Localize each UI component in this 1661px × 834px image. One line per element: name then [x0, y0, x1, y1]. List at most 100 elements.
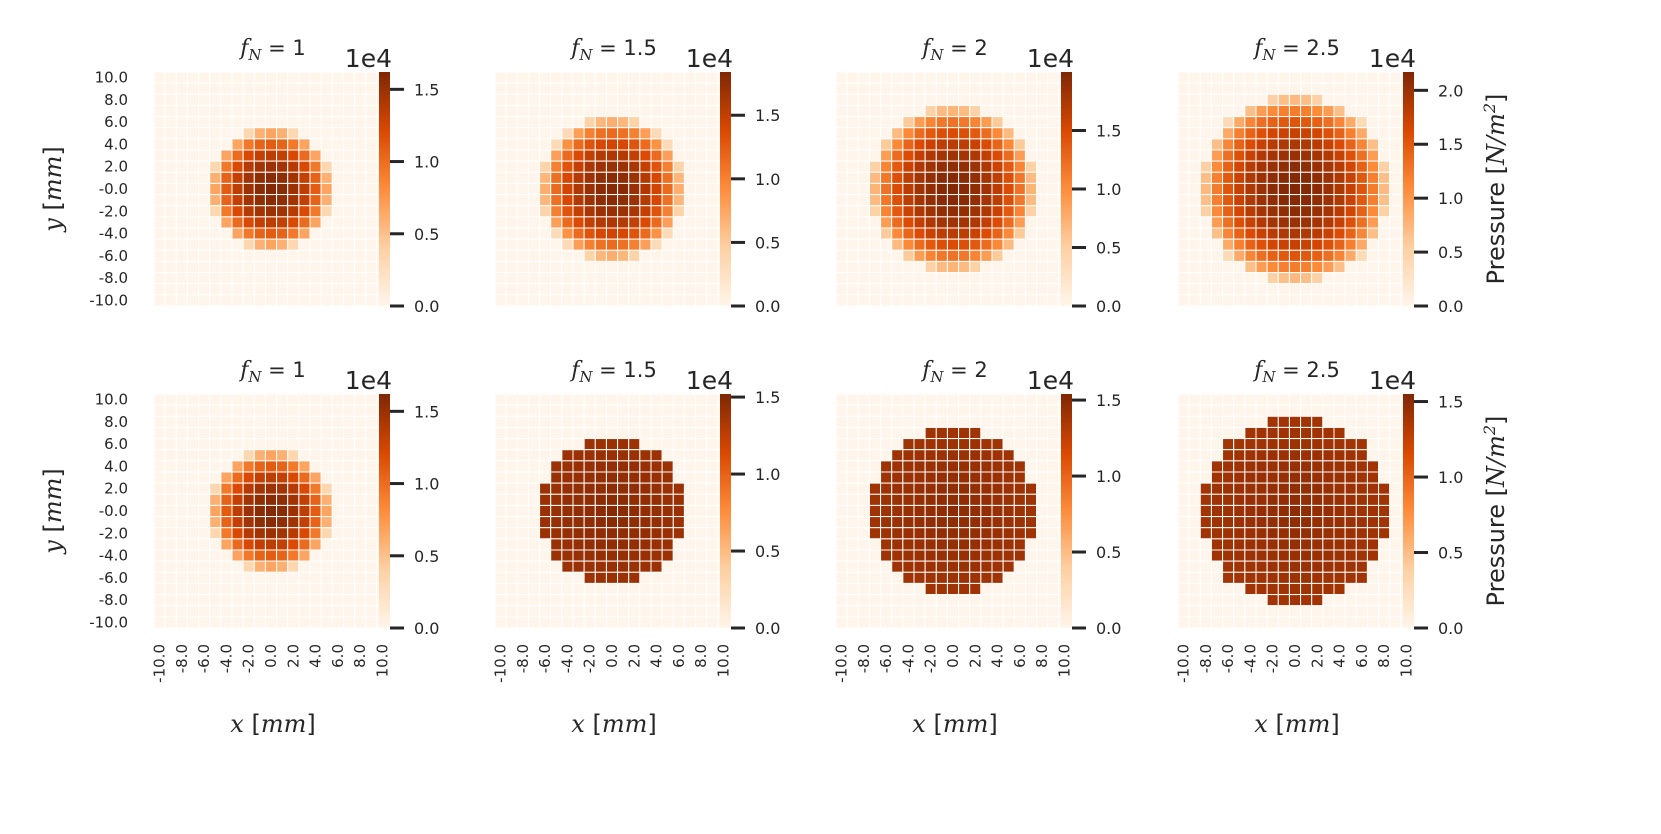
heatmap-cell [198, 182, 211, 196]
heatmap-cell [639, 493, 652, 506]
heatmap-cell [320, 594, 333, 607]
heatmap-cell [1344, 182, 1357, 196]
heatmap-cell [672, 182, 685, 196]
heatmap-cell [365, 549, 378, 562]
heatmap-cell [550, 216, 563, 229]
heatmap-cell [857, 415, 870, 428]
heatmap-cell [980, 516, 993, 529]
heatmap-cell [1311, 82, 1324, 95]
heatmap-cell [539, 127, 552, 140]
heatmap-cell [550, 138, 563, 151]
heatmap-cell [1266, 504, 1279, 518]
heatmap-cell [354, 205, 367, 218]
heatmap-cell [946, 504, 960, 518]
heatmap-cell [695, 482, 708, 495]
heatmap-cell [683, 138, 697, 151]
heatmap-cell [253, 471, 266, 484]
colorbar-tick-label: 1.5 [1096, 122, 1121, 141]
heatmap-cell [628, 482, 641, 495]
heatmap-cell [231, 393, 244, 406]
heatmap-cell [1002, 104, 1015, 118]
heatmap-cell [969, 527, 982, 540]
heatmap-cell [287, 82, 300, 95]
heatmap-cell [1277, 404, 1290, 417]
heatmap-cell [1233, 249, 1246, 262]
heatmap-cell [1047, 438, 1060, 451]
heatmap-cell [946, 227, 960, 240]
heatmap-cell [1311, 249, 1324, 262]
heatmap-cell [1199, 460, 1212, 473]
heatmap-cell [672, 260, 685, 274]
x-tick-label: -6.0 [536, 644, 554, 673]
heatmap-cell [1002, 426, 1015, 440]
heatmap-cell [342, 538, 356, 551]
heatmap-cell [1233, 426, 1246, 440]
heatmap-cell [527, 283, 541, 296]
heatmap-cell [1311, 272, 1324, 285]
heatmap-cell [980, 272, 993, 285]
heatmap-cell [935, 160, 948, 173]
heatmap-cell [846, 149, 859, 162]
heatmap-cell [276, 393, 289, 406]
heatmap-cell [628, 149, 641, 162]
heatmap-cell [242, 216, 255, 229]
heatmap-cell [683, 438, 697, 451]
heatmap-cell [891, 116, 904, 129]
heatmap-cell [628, 238, 641, 251]
heatmap-cell [550, 482, 563, 495]
heatmap-cell [1188, 294, 1201, 307]
heatmap-cell [242, 560, 255, 573]
heatmap-cell [354, 616, 367, 629]
heatmap-cell [264, 182, 278, 196]
heatmap-cell [365, 460, 378, 473]
heatmap-cell [628, 71, 641, 84]
heatmap-cell [153, 283, 166, 296]
heatmap-cell [309, 260, 322, 274]
heatmap-cell [683, 449, 697, 462]
heatmap-cell [913, 160, 926, 173]
heatmap-cell [1002, 493, 1015, 506]
heatmap-cell [1036, 227, 1049, 240]
heatmap-cell [1266, 82, 1279, 95]
heatmap-cell [298, 82, 311, 95]
heatmap-cell [835, 415, 848, 428]
heatmap-cell [516, 238, 529, 251]
heatmap-cell [1288, 393, 1302, 406]
heatmap-cell [1366, 272, 1380, 285]
heatmap-cell [706, 227, 719, 240]
heatmap-cell [220, 149, 233, 162]
heatmap-cell [935, 449, 948, 462]
heatmap-cell [550, 82, 563, 95]
heatmap-cell [505, 238, 518, 251]
heatmap-cell [1333, 205, 1346, 218]
heatmap-cell [924, 594, 937, 607]
x-tick-label: 4.0 [648, 644, 666, 668]
heatmap-cell [902, 393, 915, 406]
heatmap-cell [902, 527, 915, 540]
heatmap-cell [1210, 249, 1224, 262]
heatmap-cell [946, 194, 960, 207]
heatmap-cell [1222, 71, 1235, 84]
heatmap-cell [1300, 227, 1313, 240]
heatmap-cell [264, 260, 278, 274]
heatmap-cell [1244, 238, 1257, 251]
heatmap-cell [253, 549, 266, 562]
heatmap-cell [1378, 283, 1391, 296]
heatmap-cell [617, 516, 630, 529]
heatmap-cell [320, 283, 333, 296]
heatmap-cell [264, 571, 278, 584]
heatmap-cell [309, 227, 322, 240]
heatmap-cell [209, 426, 222, 440]
heatmap-cell [1233, 205, 1246, 218]
heatmap-cell [494, 227, 507, 240]
heatmap-cell [880, 138, 893, 151]
heatmap-cell [1024, 438, 1038, 451]
heatmap-cell [1311, 594, 1324, 607]
heatmap-cell [516, 438, 529, 451]
heatmap-cell [175, 404, 188, 417]
heatmap-cell [1366, 527, 1380, 540]
heatmap-cell [209, 516, 222, 529]
heatmap-cell [505, 194, 518, 207]
heatmap-cell [175, 227, 188, 240]
heatmap-cell [1177, 449, 1190, 462]
